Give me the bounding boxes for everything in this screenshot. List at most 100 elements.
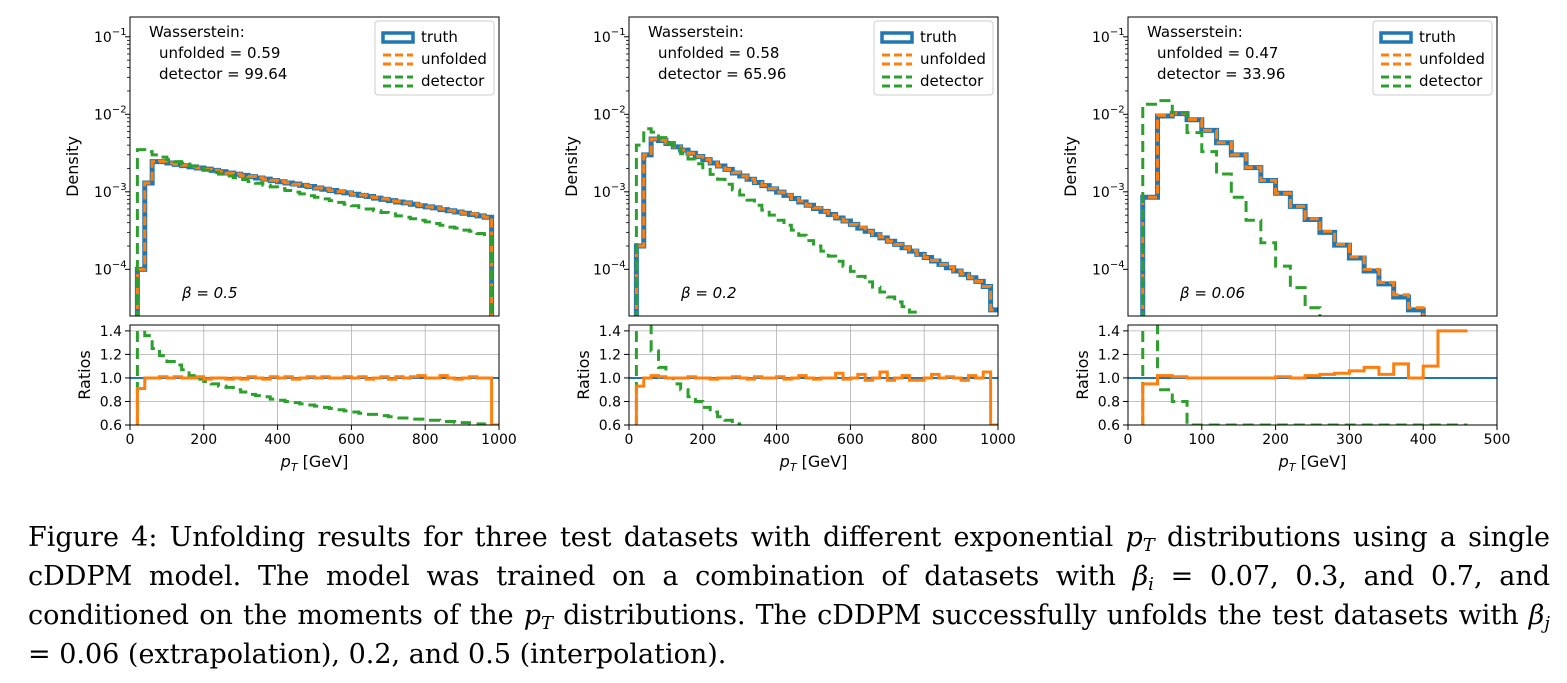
ratio-y-tick-label: 1.2 — [100, 347, 122, 363]
x-tick-label: 1000 — [980, 432, 1016, 448]
wasserstein-unfolded: unfolded = 0.58 — [658, 44, 779, 62]
y-tick-label: 10−2 — [94, 104, 127, 123]
ratio-detector — [1141, 325, 1468, 425]
y-axis-label: Density — [562, 136, 581, 197]
x-tick-label: 600 — [837, 432, 864, 448]
y-tick-label: 10−1 — [593, 27, 626, 46]
beta-label: β = 0.2 — [680, 284, 737, 302]
ratio-detector — [135, 325, 499, 425]
ratio-series — [1128, 325, 1497, 425]
legend-label-truth: truth — [920, 28, 957, 46]
x-axis-label: pT [GeV] — [280, 452, 349, 474]
ratio-y-axis-label: Ratios — [75, 350, 94, 399]
x-tick-label: 800 — [911, 432, 938, 448]
caption-line1: Unfolding results for three test dataset… — [169, 522, 1114, 553]
x-tick-label: 0 — [126, 432, 135, 448]
ratio-y-tick-label: 1.2 — [1098, 347, 1120, 363]
x-tick-label: 0 — [1124, 432, 1133, 448]
caption-pt-var-2: p — [523, 600, 541, 631]
legend-label-detector: detector — [1419, 72, 1483, 90]
ratio-detector — [634, 325, 749, 425]
y-tick-label: 10−4 — [593, 259, 626, 278]
x-tick-label: 200 — [190, 432, 217, 448]
legend-swatch-truth — [381, 31, 415, 44]
y-tick-label: 10−4 — [94, 259, 127, 278]
series-unfolded — [1141, 111, 1425, 316]
ratio-y-tick-label: 1.0 — [1098, 371, 1120, 387]
caption-beta-i-sub: i — [1148, 574, 1154, 595]
legend-box — [374, 20, 495, 96]
ratio-axes-frame — [628, 324, 999, 426]
beta-label: β = 0.06 — [1179, 284, 1245, 302]
wasserstein-title: Wasserstein: — [149, 23, 245, 41]
wasserstein-detector: detector = 33.96 — [1157, 65, 1285, 83]
ratio-y-axis-label: Ratios — [574, 350, 593, 399]
x-tick-label: 400 — [763, 432, 790, 448]
ratio-y-tick-label: 1.2 — [599, 347, 621, 363]
ratio-y-tick-label: 1.4 — [100, 324, 122, 340]
figure-caption: Figure 4: Unfolding results for three te… — [28, 518, 1550, 674]
x-tick-label: 200 — [689, 432, 716, 448]
legend-label-unfolded: unfolded — [1419, 50, 1485, 68]
y-tick-label: 10−4 — [1092, 259, 1125, 278]
caption-pt-sub-2: T — [540, 613, 553, 634]
series-unfolded — [634, 137, 998, 316]
legend-swatch-truth — [880, 31, 914, 44]
x-tick-label: 600 — [338, 432, 365, 448]
caption-line2: cDDPM model. The model was trained on a … — [28, 561, 1116, 592]
wasserstein-unfolded: unfolded = 0.47 — [1157, 44, 1278, 62]
ratio-y-tick-label: 0.8 — [599, 394, 621, 410]
caption-line3b: distributions. The cDDPM successfully un… — [563, 600, 1519, 631]
wasserstein-detector: detector = 65.96 — [658, 65, 786, 83]
ratio-axes-frame — [129, 324, 500, 426]
caption-beta-j: β — [1528, 600, 1545, 631]
x-tick-label: 500 — [1484, 432, 1511, 448]
caption-line4: = 0.06 (extrapolation), 0.2, and 0.5 (in… — [28, 639, 727, 670]
figure-panels: 10−4 10−3 10−2 10−1 Density Wasserstein: unfol… — [63, 16, 1511, 474]
caption-line3a: conditioned on the moments of the — [28, 600, 514, 631]
y-tick-label: 10−3 — [593, 182, 626, 201]
x-tick-label: 800 — [412, 432, 439, 448]
legend-label-truth: truth — [1419, 28, 1456, 46]
legend-label-truth: truth — [421, 28, 458, 46]
ratio-y-tick-label: 0.8 — [1098, 394, 1120, 410]
wasserstein-title: Wasserstein: — [1147, 23, 1243, 41]
caption-label: Figure 4: — [28, 522, 158, 553]
legend: truth unfolded detector — [374, 20, 495, 96]
y-tick-label: 10−3 — [94, 182, 127, 201]
x-tick-label: 400 — [264, 432, 291, 448]
x-tick-label: 1000 — [481, 432, 517, 448]
y-axis-label: Density — [63, 136, 82, 197]
y-tick-label: 10−2 — [1092, 104, 1125, 123]
y-tick-label: 10−1 — [1092, 27, 1125, 46]
beta-label: β = 0.5 — [181, 284, 238, 302]
ratio-plot: 0.6 0.8 1.0 1.2 1.4 0 100 200 300 400 500 Ratios — [1073, 324, 1511, 448]
x-tick-label: 300 — [1336, 432, 1363, 448]
series-detector — [135, 148, 494, 316]
ratio-y-axis-label: Ratios — [1073, 350, 1092, 399]
ratio-y-tick-label: 0.6 — [1098, 418, 1120, 434]
legend-label-detector: detector — [920, 72, 984, 90]
density-plot — [134, 148, 495, 316]
top-axes-frame — [1127, 16, 1498, 317]
caption-line1b: distributions using a single — [1166, 522, 1550, 553]
y-tick-label: 10−2 — [593, 104, 626, 123]
legend-label-detector: detector — [421, 72, 485, 90]
x-tick-label: 400 — [1410, 432, 1437, 448]
legend-box — [1372, 20, 1493, 96]
ratio-series — [130, 325, 499, 425]
legend-label-unfolded: unfolded — [920, 50, 986, 68]
x-tick-label: 100 — [1188, 432, 1215, 448]
chart-panel-1: 10−4 10−3 10−2 10−1 Density Wasserstein: unfol… — [63, 16, 517, 474]
legend: truth unfolded detector — [873, 20, 994, 96]
ratio-y-tick-label: 0.8 — [100, 394, 122, 410]
ratio-plot: 0.6 0.8 1.0 1.2 1.4 0 200 400 600 800 1000 Ratios — [574, 324, 1016, 448]
caption-pt-sub: T — [1142, 535, 1155, 556]
legend: truth unfolded detector — [1372, 20, 1493, 96]
chart-panel-3: 10−4 10−3 10−2 10−1 Density Wasserstein: unfol… — [1061, 16, 1511, 474]
chart-panel-2: 10−4 10−3 10−2 10−1 Density Wasserstein: unfol… — [562, 16, 1016, 474]
ratio-y-tick-label: 1.4 — [599, 324, 621, 340]
top-axes-frame — [628, 16, 999, 317]
ratio-y-tick-label: 1.0 — [100, 371, 122, 387]
series-detector — [1141, 99, 1322, 316]
